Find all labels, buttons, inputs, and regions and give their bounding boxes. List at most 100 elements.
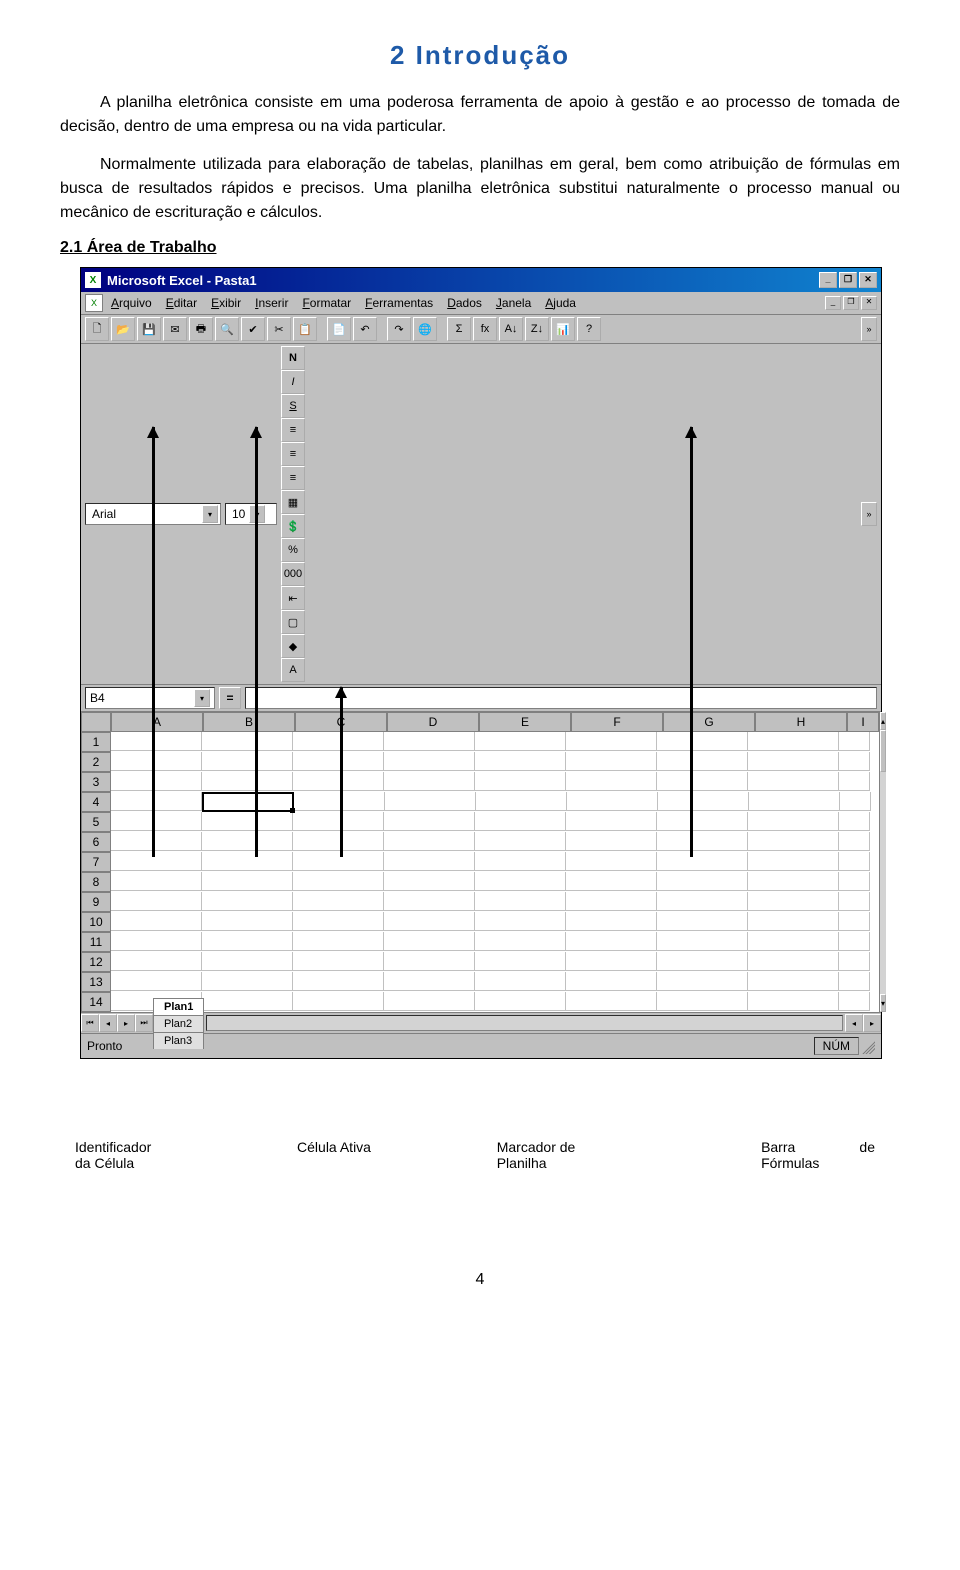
toolbar-button[interactable]: fx xyxy=(473,317,497,341)
cell[interactable] xyxy=(475,932,566,951)
row-header[interactable]: 4 xyxy=(81,792,111,812)
cell[interactable] xyxy=(202,992,293,1011)
menu-inserir[interactable]: Inserir xyxy=(255,296,288,310)
cell[interactable] xyxy=(475,952,566,971)
cell[interactable] xyxy=(566,932,657,951)
format-button[interactable]: ▦ xyxy=(281,490,305,514)
format-button[interactable]: 💲 xyxy=(281,514,305,538)
format-button[interactable]: I xyxy=(281,370,305,394)
cell[interactable] xyxy=(384,912,475,931)
cell[interactable] xyxy=(384,832,475,851)
cell[interactable] xyxy=(384,772,475,791)
cell[interactable] xyxy=(839,972,870,991)
tab-first-button[interactable]: ⏮ xyxy=(81,1014,99,1032)
cell[interactable] xyxy=(475,772,566,791)
cell[interactable] xyxy=(748,992,839,1011)
horizontal-scrollbar[interactable]: ◂ ▸ xyxy=(204,1014,881,1032)
cell[interactable] xyxy=(657,852,748,871)
tab-next-button[interactable]: ▸ xyxy=(117,1014,135,1032)
cell[interactable] xyxy=(293,852,384,871)
cell[interactable] xyxy=(566,872,657,891)
format-button[interactable]: 000 xyxy=(281,562,305,586)
cell[interactable] xyxy=(111,872,202,891)
menu-ferramentas[interactable]: Ferramentas xyxy=(365,296,433,310)
cell[interactable] xyxy=(385,792,476,811)
cell[interactable] xyxy=(384,952,475,971)
cell[interactable] xyxy=(657,732,748,751)
cell[interactable] xyxy=(748,952,839,971)
sheet-tab[interactable]: Plan2 xyxy=(153,1015,204,1032)
cell[interactable] xyxy=(657,892,748,911)
doc-minimize-button[interactable]: _ xyxy=(825,296,841,310)
cell[interactable] xyxy=(566,832,657,851)
cell[interactable] xyxy=(202,892,293,911)
cell[interactable] xyxy=(657,832,748,851)
cell[interactable] xyxy=(475,732,566,751)
cell[interactable] xyxy=(748,872,839,891)
cell[interactable] xyxy=(111,852,202,871)
cell[interactable] xyxy=(293,832,384,851)
toolbar-button[interactable]: ✔ xyxy=(241,317,265,341)
cell[interactable] xyxy=(202,972,293,991)
cell[interactable] xyxy=(111,792,202,811)
cell[interactable] xyxy=(384,852,475,871)
format-button[interactable]: % xyxy=(281,538,305,562)
scroll-right-button[interactable]: ▸ xyxy=(863,1014,881,1032)
column-header[interactable]: E xyxy=(479,712,571,732)
row-header[interactable]: 5 xyxy=(81,812,111,832)
cell[interactable] xyxy=(839,932,870,951)
menu-arquivo[interactable]: Arquivo xyxy=(111,296,152,310)
cell[interactable] xyxy=(657,772,748,791)
cell[interactable] xyxy=(293,732,384,751)
toolbar-button[interactable]: Σ xyxy=(447,317,471,341)
cell[interactable] xyxy=(475,972,566,991)
cell[interactable] xyxy=(293,752,384,771)
cell[interactable] xyxy=(566,952,657,971)
cell[interactable] xyxy=(202,952,293,971)
cell[interactable] xyxy=(839,912,870,931)
cell[interactable] xyxy=(567,792,658,811)
cell[interactable] xyxy=(293,812,384,831)
close-button[interactable]: ✕ xyxy=(859,272,877,288)
cell[interactable] xyxy=(748,772,839,791)
row-header[interactable]: 3 xyxy=(81,772,111,792)
cell[interactable] xyxy=(384,872,475,891)
format-button[interactable]: A xyxy=(281,658,305,682)
toolbar-button[interactable]: 🌐 xyxy=(413,317,437,341)
cell[interactable] xyxy=(111,932,202,951)
doc-restore-button[interactable]: ❐ xyxy=(843,296,859,310)
cell[interactable] xyxy=(475,852,566,871)
toolbar-overflow-button[interactable]: » xyxy=(861,317,877,341)
cell[interactable] xyxy=(566,772,657,791)
cell[interactable] xyxy=(202,932,293,951)
cell[interactable] xyxy=(111,752,202,771)
cell[interactable] xyxy=(202,912,293,931)
column-header[interactable]: B xyxy=(203,712,295,732)
format-button[interactable]: ⇤ xyxy=(281,586,305,610)
cell[interactable] xyxy=(111,972,202,991)
cell[interactable] xyxy=(475,752,566,771)
format-button[interactable]: S xyxy=(281,394,305,418)
row-header[interactable]: 1 xyxy=(81,732,111,752)
cell[interactable] xyxy=(384,992,475,1011)
toolbar-button[interactable]: 📄 xyxy=(327,317,351,341)
column-header[interactable]: D xyxy=(387,712,479,732)
row-header[interactable]: 7 xyxy=(81,852,111,872)
cell[interactable] xyxy=(384,752,475,771)
column-header[interactable]: F xyxy=(571,712,663,732)
cell[interactable] xyxy=(384,972,475,991)
doc-close-button[interactable]: ✕ xyxy=(861,296,877,310)
row-header[interactable]: 11 xyxy=(81,932,111,952)
toolbar-button[interactable]: 🗋 xyxy=(85,317,109,341)
cell[interactable] xyxy=(748,832,839,851)
toolbar-button[interactable]: ✉ xyxy=(163,317,187,341)
format-button[interactable]: ▢ xyxy=(281,610,305,634)
toolbar-button[interactable]: 💾 xyxy=(137,317,161,341)
cell[interactable] xyxy=(202,732,293,751)
cell[interactable] xyxy=(566,812,657,831)
toolbar-button[interactable]: 🖶 xyxy=(189,317,213,341)
cell[interactable] xyxy=(293,772,384,791)
scroll-up-button[interactable]: ▴ xyxy=(880,712,886,730)
cell[interactable] xyxy=(748,852,839,871)
cell[interactable] xyxy=(293,892,384,911)
